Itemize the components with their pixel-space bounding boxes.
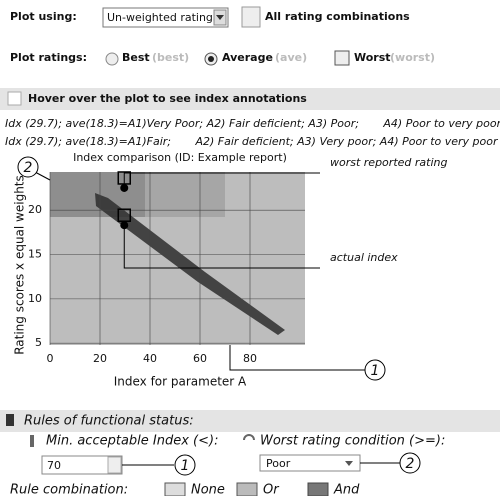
plot-using-select[interactable] (102, 7, 229, 28)
rating-key: (ave) (275, 51, 307, 64)
marker-point (120, 183, 129, 192)
flag-icon (6, 414, 14, 426)
x-axis-label: Index for parameter A (114, 375, 247, 389)
x-tick-label: 60 (193, 352, 207, 365)
x-tick-label: 80 (243, 352, 257, 365)
callout-line (34, 171, 51, 181)
combo-label: None (191, 483, 225, 496)
combo-label: And (333, 483, 360, 496)
leader-line (123, 221, 320, 269)
arrow-icon (216, 15, 224, 20)
y-tick-label: 15 (28, 248, 42, 261)
plot-region (145, 172, 225, 217)
x-tick-label: 20 (93, 352, 107, 365)
callout-line (229, 345, 365, 371)
annotation-line: Idx (29.7); ave(18.3)=A1)Very Poor; A2) … (5, 117, 500, 130)
callout-number: 2 (24, 160, 33, 176)
min-index-value: 70 (47, 459, 61, 472)
callout-number: 1 (181, 458, 190, 474)
combo-label: Or (263, 483, 280, 496)
rules-title: Rules of functional status: (24, 414, 194, 429)
combo-or[interactable] (236, 482, 258, 496)
y-tick-label: 20 (28, 203, 42, 216)
hover-label: Hover over the plot to see index annotat… (28, 92, 307, 105)
callout-circle (174, 454, 196, 476)
all-combinations[interactable]: All rating combinations (265, 10, 410, 23)
worst-icon[interactable] (334, 50, 350, 66)
worst-condition-value: Poor (266, 457, 291, 470)
y-axis-label: Rating scores x equal weights (13, 175, 27, 355)
worst-condition-label: Worst rating condition (>=): (260, 434, 445, 449)
x-tick-label: 0 (47, 352, 54, 365)
callout-circle (364, 359, 386, 381)
callout-number: 1 (371, 363, 380, 379)
marker-annotation: worst reported rating (330, 156, 447, 169)
arrow-icon (345, 461, 353, 466)
combinations-icon[interactable] (241, 6, 261, 28)
plot: Index comparison (ID: Example report)510… (13, 151, 448, 389)
gauge-icon (243, 434, 255, 441)
y-tick-label: 5 (35, 336, 42, 349)
min-index-label: Min. acceptable Index (<): (46, 434, 218, 449)
y-tick-label: 10 (28, 292, 42, 305)
rating-key: (worst) (390, 51, 435, 64)
annotation-line: Idx (29.7); ave(18.3)=A1)Fair; A2) Fair … (5, 135, 499, 148)
combination-label: Rule combination: (10, 483, 128, 496)
rules-header (0, 410, 500, 432)
x-tick-label: 40 (143, 352, 157, 365)
rating-label: Best (122, 51, 150, 64)
callout-number: 2 (406, 456, 415, 472)
marker-annotation: actual index (330, 251, 398, 264)
spinner[interactable] (107, 456, 122, 474)
plot-ratings-label: Plot ratings: (10, 51, 87, 64)
leader-line (123, 172, 320, 184)
plot-using-label: Plot using: (10, 10, 77, 23)
rating-label: Worst (354, 51, 391, 64)
callout-circle (399, 452, 421, 474)
plot-title: Index comparison (ID: Example report) (73, 151, 287, 164)
thermo-icon (30, 435, 34, 447)
combo-and[interactable] (307, 482, 329, 496)
data-band (95, 193, 285, 335)
hover-checkbox[interactable] (7, 91, 22, 106)
rating-label: Average (222, 51, 273, 64)
hover-bar (0, 88, 500, 110)
plot-using-value: Un-weighted ratings (107, 11, 219, 24)
radio-best[interactable] (105, 52, 119, 66)
radio-dot (208, 56, 214, 62)
callout-circle (17, 156, 39, 178)
combo-none[interactable] (164, 482, 186, 496)
rating-key: (best) (152, 51, 189, 64)
